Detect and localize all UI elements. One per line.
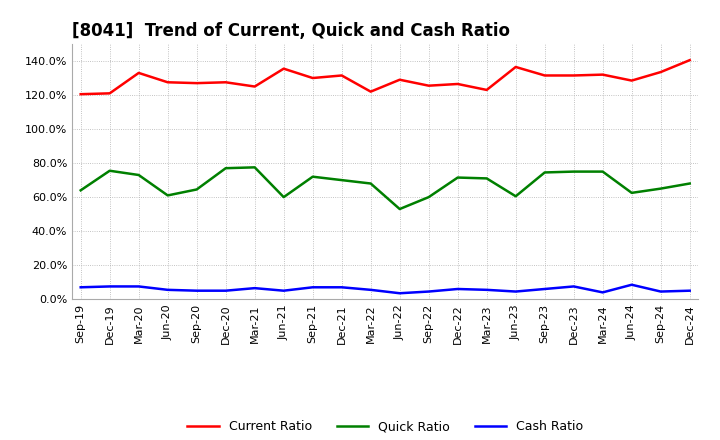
Quick Ratio [598, 169, 607, 174]
Current Ratio [395, 77, 404, 82]
Text: [8041]  Trend of Current, Quick and Cash Ratio: [8041] Trend of Current, Quick and Cash … [72, 22, 510, 40]
Cash Ratio [657, 289, 665, 294]
Cash Ratio [541, 286, 549, 292]
Quick Ratio [135, 172, 143, 178]
Cash Ratio [251, 286, 259, 291]
Cash Ratio [482, 287, 491, 293]
Cash Ratio [192, 288, 201, 293]
Quick Ratio [454, 175, 462, 180]
Line: Current Ratio: Current Ratio [81, 60, 690, 94]
Line: Quick Ratio: Quick Ratio [81, 167, 690, 209]
Current Ratio [251, 84, 259, 89]
Quick Ratio [279, 194, 288, 200]
Quick Ratio [366, 181, 375, 186]
Quick Ratio [570, 169, 578, 174]
Current Ratio [424, 83, 433, 88]
Current Ratio [627, 78, 636, 83]
Legend: Current Ratio, Quick Ratio, Cash Ratio: Current Ratio, Quick Ratio, Cash Ratio [187, 420, 583, 433]
Cash Ratio [685, 288, 694, 293]
Quick Ratio [424, 194, 433, 200]
Current Ratio [511, 64, 520, 70]
Cash Ratio [424, 289, 433, 294]
Cash Ratio [105, 284, 114, 289]
Quick Ratio [105, 168, 114, 173]
Current Ratio [685, 58, 694, 63]
Cash Ratio [221, 288, 230, 293]
Cash Ratio [511, 289, 520, 294]
Quick Ratio [221, 165, 230, 171]
Current Ratio [105, 91, 114, 96]
Current Ratio [76, 92, 85, 97]
Current Ratio [482, 87, 491, 92]
Quick Ratio [76, 188, 85, 193]
Line: Cash Ratio: Cash Ratio [81, 285, 690, 293]
Cash Ratio [395, 290, 404, 296]
Current Ratio [135, 70, 143, 76]
Current Ratio [192, 81, 201, 86]
Cash Ratio [627, 282, 636, 287]
Quick Ratio [308, 174, 317, 180]
Cash Ratio [366, 287, 375, 293]
Cash Ratio [308, 285, 317, 290]
Current Ratio [454, 81, 462, 87]
Quick Ratio [395, 206, 404, 212]
Quick Ratio [338, 177, 346, 183]
Cash Ratio [338, 285, 346, 290]
Current Ratio [366, 89, 375, 94]
Quick Ratio [541, 170, 549, 175]
Cash Ratio [570, 284, 578, 289]
Quick Ratio [657, 186, 665, 191]
Quick Ratio [511, 194, 520, 199]
Cash Ratio [279, 288, 288, 293]
Current Ratio [279, 66, 288, 71]
Current Ratio [308, 75, 317, 81]
Current Ratio [163, 80, 172, 85]
Current Ratio [657, 70, 665, 75]
Quick Ratio [685, 181, 694, 186]
Quick Ratio [192, 187, 201, 192]
Quick Ratio [251, 165, 259, 170]
Current Ratio [598, 72, 607, 77]
Quick Ratio [482, 176, 491, 181]
Quick Ratio [627, 190, 636, 195]
Cash Ratio [135, 284, 143, 289]
Current Ratio [221, 80, 230, 85]
Cash Ratio [454, 286, 462, 292]
Current Ratio [570, 73, 578, 78]
Current Ratio [541, 73, 549, 78]
Quick Ratio [163, 193, 172, 198]
Cash Ratio [598, 290, 607, 295]
Cash Ratio [163, 287, 172, 293]
Cash Ratio [76, 285, 85, 290]
Current Ratio [338, 73, 346, 78]
